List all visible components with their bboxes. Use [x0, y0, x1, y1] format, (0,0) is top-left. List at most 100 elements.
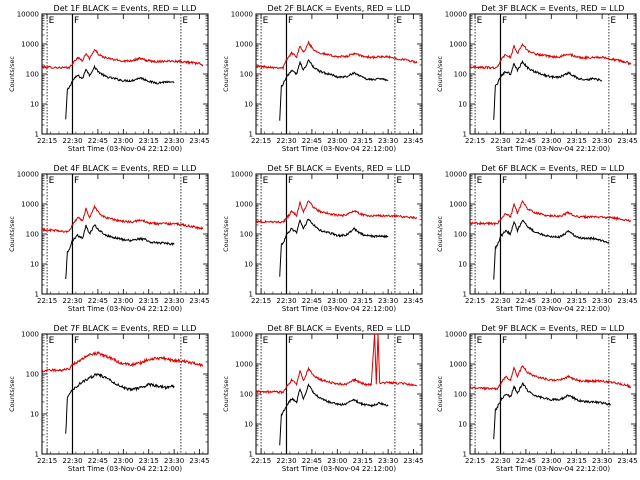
x-tick-label: 22:30: [62, 137, 82, 145]
x-tick-label: 23:45: [189, 297, 209, 305]
y-tick-label: 1000: [449, 361, 467, 369]
plot-frame: [469, 333, 637, 455]
x-tick-label: 22:45: [302, 457, 322, 465]
x-tick-label: 23:30: [592, 457, 612, 465]
x-tick-label: 23:30: [592, 297, 612, 305]
lld-series-line: [256, 40, 418, 71]
y-axis-label: Counts/sec: [436, 216, 444, 252]
y-tick-label: 10: [458, 421, 467, 429]
events-series-line: [493, 382, 611, 440]
plot-frame: [41, 13, 209, 135]
y-tick-label: 10: [244, 421, 253, 429]
x-tick-label: 22:45: [88, 137, 108, 145]
events-series-line: [493, 59, 603, 120]
x-tick-label: 23:15: [139, 137, 159, 145]
y-tick-label: 10000: [445, 331, 467, 339]
time-marker-label: F: [74, 176, 79, 186]
x-tick-label: 22:15: [37, 457, 57, 465]
time-marker-label: F: [74, 16, 79, 26]
time-marker-label: E: [396, 336, 402, 346]
y-tick-label: 10000: [445, 171, 467, 179]
y-tick-label: 1: [463, 291, 467, 299]
time-marker-label: F: [502, 336, 507, 346]
x-tick-label: 22:45: [302, 297, 322, 305]
time-marker-label: E: [477, 16, 483, 26]
time-marker-label: F: [288, 176, 293, 186]
time-marker-label: E: [263, 336, 269, 346]
x-tick-label: 23:45: [617, 297, 637, 305]
x-axis-label: Start Time (03-Nov-04 22:12:00): [282, 145, 396, 153]
detector-panel: Det 2F BLACK = Events, RED = LLD 1 10 100 10…: [222, 4, 424, 153]
y-tick-label: 1: [249, 451, 253, 459]
events-series-line: [65, 224, 175, 280]
x-tick-label: 22:45: [88, 457, 108, 465]
y-tick-label: 10000: [17, 171, 39, 179]
time-marker-label: E: [396, 176, 402, 186]
panel-title: Det 2F BLACK = Events, RED = LLD: [268, 4, 411, 13]
y-tick-label: 100: [240, 391, 253, 399]
x-tick-label: 23:45: [189, 137, 209, 145]
y-axis-label: Counts/sec: [436, 376, 444, 412]
x-tick-label: 23:00: [327, 457, 347, 465]
detector-panel: Det 9F BLACK = Events, RED = LLD 1 10 100 10…: [436, 324, 638, 473]
y-tick-label: 1000: [235, 201, 253, 209]
time-marker-label: F: [288, 16, 293, 26]
detector-panel: Det 5F BLACK = Events, RED = LLD 1 10 100 10…: [222, 164, 424, 313]
events-series-line: [65, 64, 175, 120]
x-tick-label: 22:15: [251, 137, 271, 145]
x-tick-label: 23:45: [617, 137, 637, 145]
panel-title: Det 8F BLACK = Events, RED = LLD: [268, 324, 411, 333]
x-axis-label: Start Time (03-Nov-04 22:12:00): [282, 305, 396, 313]
x-tick-label: 22:15: [251, 297, 271, 305]
y-tick-label: 10000: [231, 11, 253, 19]
x-tick-label: 23:00: [541, 137, 561, 145]
panel-title: Det 6F BLACK = Events, RED = LLD: [482, 164, 625, 173]
x-tick-label: 23:15: [353, 137, 373, 145]
y-tick-label: 10000: [231, 171, 253, 179]
events-series-line: [493, 219, 610, 280]
y-tick-label: 1000: [235, 41, 253, 49]
x-tick-label: 23:45: [403, 137, 423, 145]
plot-frame: [469, 173, 637, 295]
y-tick-label: 10: [30, 261, 39, 269]
time-marker-label: E: [182, 16, 188, 26]
x-tick-label: 23:00: [113, 137, 133, 145]
y-tick-label: 100: [454, 231, 467, 239]
lld-series-line: [42, 350, 203, 373]
panel-title: Det 5F BLACK = Events, RED = LLD: [268, 164, 411, 173]
y-axis-label: Counts/sec: [222, 216, 230, 252]
detector-panel: Det 6F BLACK = Events, RED = LLD 1 10 100 10…: [436, 164, 638, 313]
y-axis-label: Counts/sec: [222, 376, 230, 412]
x-tick-label: 23:15: [567, 297, 587, 305]
x-tick-label: 22:30: [276, 137, 296, 145]
panel-title: Det 3F BLACK = Events, RED = LLD: [482, 4, 625, 13]
time-marker-label: E: [49, 336, 55, 346]
x-tick-label: 23:00: [541, 297, 561, 305]
x-tick-label: 22:30: [490, 457, 510, 465]
time-marker-label: E: [49, 176, 55, 186]
time-marker-label: E: [610, 16, 616, 26]
x-tick-label: 23:30: [378, 137, 398, 145]
y-axis-label: Counts/sec: [8, 216, 16, 252]
x-tick-label: 22:30: [276, 457, 296, 465]
plot-frame: [469, 13, 637, 135]
x-tick-label: 22:30: [490, 137, 510, 145]
x-tick-label: 22:15: [37, 297, 57, 305]
x-tick-label: 23:30: [378, 457, 398, 465]
x-tick-label: 23:00: [113, 457, 133, 465]
x-tick-label: 22:15: [251, 457, 271, 465]
x-tick-label: 23:30: [164, 297, 184, 305]
detector-panel: Det 8F BLACK = Events, RED = LLD 1 10 100 10…: [222, 324, 424, 473]
time-marker-label: E: [610, 336, 616, 346]
y-axis-label: Counts/sec: [436, 56, 444, 92]
y-tick-label: 10000: [231, 331, 253, 339]
x-tick-label: 22:45: [88, 297, 108, 305]
y-tick-label: 1: [249, 131, 253, 139]
lld-series-line: [256, 334, 417, 395]
y-tick-label: 10: [30, 101, 39, 109]
panel-title: Det 4F BLACK = Events, RED = LLD: [54, 164, 197, 173]
time-marker-label: F: [288, 336, 293, 346]
y-tick-label: 1: [35, 131, 39, 139]
x-tick-label: 22:30: [490, 297, 510, 305]
